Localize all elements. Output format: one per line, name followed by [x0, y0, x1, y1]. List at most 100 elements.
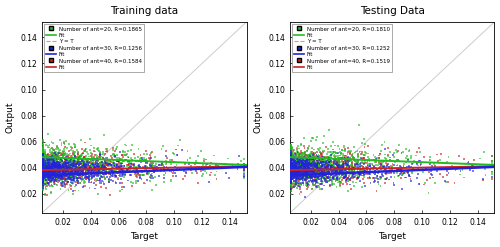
Point: [288, 159, 296, 163]
Point: [118, 162, 126, 165]
Point: [45, 166, 53, 170]
Point: [98, 175, 106, 179]
Point: [116, 166, 124, 170]
Point: [56, 162, 64, 165]
Point: [330, 174, 338, 178]
Point: [100, 168, 108, 172]
Point: [40, 162, 48, 165]
Point: [293, 167, 301, 171]
Point: [288, 170, 296, 174]
Point: [84, 164, 92, 167]
Point: [322, 171, 330, 175]
Point: [297, 157, 305, 161]
Point: [62, 174, 70, 178]
Point: [336, 169, 344, 173]
Point: [290, 163, 298, 167]
Point: [40, 163, 48, 167]
Point: [327, 168, 335, 172]
Point: [360, 156, 368, 160]
Point: [52, 163, 60, 167]
Point: [75, 173, 83, 177]
Point: [54, 165, 62, 169]
Point: [124, 168, 132, 172]
Point: [288, 158, 296, 162]
Point: [120, 185, 128, 189]
Point: [76, 168, 84, 172]
Point: [40, 172, 48, 176]
Point: [134, 170, 141, 174]
Point: [302, 168, 310, 172]
Point: [44, 168, 52, 172]
Point: [322, 171, 330, 175]
Point: [290, 171, 298, 175]
Point: [296, 167, 304, 171]
Point: [336, 164, 344, 168]
Point: [40, 170, 48, 174]
Point: [288, 174, 296, 178]
Point: [52, 179, 60, 183]
Point: [56, 162, 64, 166]
Point: [288, 169, 296, 173]
Point: [40, 174, 48, 178]
Point: [339, 169, 347, 173]
Point: [40, 174, 48, 178]
Point: [40, 169, 48, 173]
Point: [40, 163, 48, 166]
Point: [354, 149, 362, 153]
Point: [316, 173, 324, 177]
Point: [40, 166, 48, 170]
Point: [42, 175, 50, 179]
Point: [289, 154, 297, 158]
Point: [105, 169, 113, 173]
Point: [42, 182, 50, 186]
Point: [290, 161, 298, 165]
Point: [52, 152, 60, 156]
Point: [124, 168, 132, 172]
Point: [116, 150, 124, 154]
Point: [330, 167, 338, 171]
Point: [318, 169, 326, 173]
Point: [288, 166, 296, 170]
Point: [320, 141, 328, 145]
Point: [288, 161, 296, 165]
Point: [61, 176, 69, 180]
Point: [40, 166, 48, 170]
Point: [52, 178, 60, 182]
Point: [76, 166, 84, 170]
Point: [288, 149, 296, 153]
Point: [328, 164, 336, 167]
Point: [40, 183, 48, 187]
Point: [65, 166, 73, 170]
Point: [312, 174, 320, 178]
Point: [50, 148, 58, 152]
Point: [422, 167, 430, 171]
Point: [352, 170, 360, 174]
Point: [58, 159, 66, 163]
Point: [86, 159, 94, 163]
Point: [61, 158, 69, 162]
Point: [42, 166, 50, 170]
Point: [119, 173, 127, 177]
Point: [48, 157, 56, 161]
Point: [40, 172, 48, 176]
Point: [44, 174, 52, 178]
Point: [288, 163, 296, 167]
Point: [288, 162, 296, 166]
Point: [288, 174, 296, 178]
Point: [325, 128, 333, 132]
Point: [50, 162, 58, 166]
Point: [289, 161, 297, 165]
Point: [310, 160, 318, 164]
Point: [350, 172, 358, 176]
Point: [82, 170, 90, 174]
Point: [72, 162, 80, 165]
Point: [56, 167, 64, 171]
Point: [118, 169, 126, 173]
Point: [118, 167, 126, 171]
Point: [60, 152, 68, 156]
Point: [299, 173, 307, 177]
Point: [76, 154, 84, 158]
Point: [40, 171, 48, 175]
Point: [40, 174, 48, 178]
Point: [288, 158, 296, 162]
